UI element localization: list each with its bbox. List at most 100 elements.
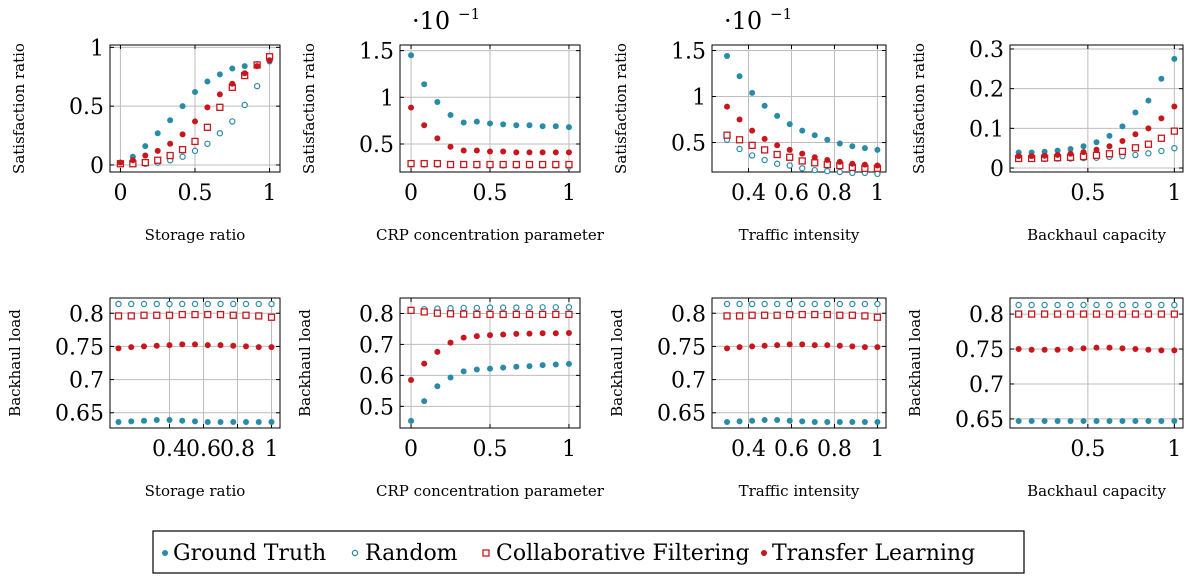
data-point-ground-truth: [552, 361, 559, 368]
data-point-ground-truth: [1145, 97, 1152, 104]
plot-frame: [1009, 297, 1184, 429]
data-point-collaborative-filtering: [823, 310, 831, 319]
y-tick-label: 0.65: [657, 402, 706, 427]
data-point-ground-truth: [749, 89, 756, 96]
data-point-random: [748, 152, 756, 159]
data-point-ground-truth: [408, 52, 415, 59]
data-point-ground-truth: [539, 123, 546, 130]
data-point-transfer-learning: [167, 140, 174, 147]
data-point-ground-truth: [874, 419, 881, 426]
data-point-collaborative-filtering: [873, 313, 882, 321]
data-point-collaborative-filtering: [811, 159, 819, 167]
data-point-random: [849, 300, 856, 308]
y-tick-label: 0.8: [969, 303, 1004, 328]
data-point-transfer-learning: [179, 131, 186, 138]
chart-panel-2: 0.5 1 1.5 0 0.5 1 CRP concentration parameter S…: [300, 5, 605, 244]
data-point-random: [824, 300, 831, 308]
data-point-ground-truth: [849, 419, 856, 426]
data-point-random: [128, 300, 135, 308]
data-point-collaborative-filtering: [165, 311, 174, 319]
chart-panel-4: 0 0.1 0.2 0.3 0.5 1 Backhaul capacity Satisfact…: [910, 38, 1184, 244]
data-point-transfer-learning: [460, 334, 467, 341]
data-point-random: [1093, 301, 1100, 309]
data-point-random: [723, 300, 731, 308]
data-point-transfer-learning: [142, 152, 149, 159]
data-point-collaborative-filtering: [486, 160, 494, 169]
data-point-ground-truth: [192, 89, 198, 96]
data-point-ground-truth: [154, 130, 161, 137]
series-transfer-learning: [115, 341, 275, 352]
data-point-collaborative-filtering: [499, 160, 507, 169]
data-point-transfer-learning: [434, 348, 441, 355]
data-point-transfer-learning: [421, 360, 428, 367]
data-point-transfer-learning: [204, 342, 211, 349]
data-point-collaborative-filtering: [1105, 310, 1114, 318]
legend-label: Collaborative Filtering: [496, 541, 750, 566]
data-point-transfer-learning: [1093, 146, 1100, 153]
x-tick-label: 0: [113, 181, 127, 206]
y-tick-label: 0.5: [359, 395, 394, 420]
data-point-transfer-learning: [774, 142, 781, 149]
data-point-transfer-learning: [724, 345, 731, 352]
y-axis-label: Satisfaction ratio: [612, 43, 630, 174]
data-point-transfer-learning: [128, 344, 135, 351]
data-point-collaborative-filtering: [267, 313, 276, 321]
x-tick-label: 0.8: [220, 437, 255, 462]
data-point-collaborative-filtering: [723, 131, 731, 139]
data-point-transfer-learning: [811, 154, 818, 161]
data-point-collaborative-filtering: [748, 141, 756, 149]
y-tick-label: 0.65: [955, 408, 1004, 433]
data-point-random: [1171, 144, 1178, 152]
chart-panel-6: 0.5 0.6 0.7 0.8 0 0.5 1 CRP concentration param…: [296, 297, 605, 500]
data-point-random: [786, 300, 793, 308]
x-axis-label: CRP concentration parameter: [376, 226, 605, 244]
data-point-ground-truth: [861, 419, 868, 426]
data-point-transfer-learning: [1119, 345, 1126, 352]
series-ground-truth: [408, 52, 572, 131]
data-point-transfer-learning: [117, 159, 124, 166]
data-point-transfer-learning: [513, 149, 520, 156]
data-point-transfer-learning: [255, 344, 262, 351]
data-point-collaborative-filtering: [1092, 310, 1101, 318]
data-point-random: [1054, 301, 1061, 309]
series-transfer-learning: [117, 57, 273, 166]
data-point-collaborative-filtering: [552, 160, 560, 169]
data-point-random: [1015, 301, 1022, 309]
data-point-ground-truth: [1158, 75, 1165, 82]
data-point-collaborative-filtering: [141, 158, 149, 167]
data-point-transfer-learning: [861, 344, 868, 351]
y-tick-label: 0: [990, 157, 1004, 182]
data-point-collaborative-filtering: [735, 312, 744, 320]
data-point-ground-truth: [229, 65, 236, 72]
y-tick-label: 0.8: [359, 302, 394, 327]
data-point-collaborative-filtering: [1105, 150, 1114, 158]
data-point-ground-truth: [255, 419, 262, 426]
y-axis-label: Backhaul load: [296, 309, 314, 417]
data-point-random: [811, 166, 818, 174]
data-point-transfer-learning: [500, 331, 507, 338]
data-point-collaborative-filtering: [1027, 310, 1036, 318]
y-axis-multiplier-exponent: −1: [770, 5, 792, 23]
data-point-ground-truth: [761, 102, 768, 109]
data-point-ground-truth: [539, 362, 546, 369]
y-tick-label: 0.5: [671, 132, 706, 157]
data-point-ground-truth: [836, 419, 843, 426]
series-ground-truth: [1015, 418, 1178, 425]
data-point-collaborative-filtering: [786, 153, 794, 161]
data-point-transfer-learning: [268, 344, 275, 351]
data-point-collaborative-filtering: [798, 310, 806, 319]
data-point-collaborative-filtering: [140, 311, 148, 319]
data-point-transfer-learning: [811, 342, 818, 349]
data-point-transfer-learning: [1119, 138, 1126, 145]
series-collaborative-filtering: [407, 306, 573, 319]
chart-panel-8: 0.65 0.7 0.75 0.8 0.5 1 Backhaul capacity Backh…: [906, 297, 1184, 500]
y-tick-label: 0.7: [671, 369, 706, 394]
data-point-collaborative-filtering: [1053, 310, 1062, 318]
data-point-random: [179, 300, 186, 308]
data-point-collaborative-filtering: [407, 306, 415, 315]
data-point-random: [1119, 301, 1126, 309]
data-point-transfer-learning: [552, 330, 559, 337]
data-point-collaborative-filtering: [836, 311, 844, 319]
data-point-collaborative-filtering: [1157, 310, 1166, 318]
data-point-transfer-learning: [1015, 153, 1022, 160]
